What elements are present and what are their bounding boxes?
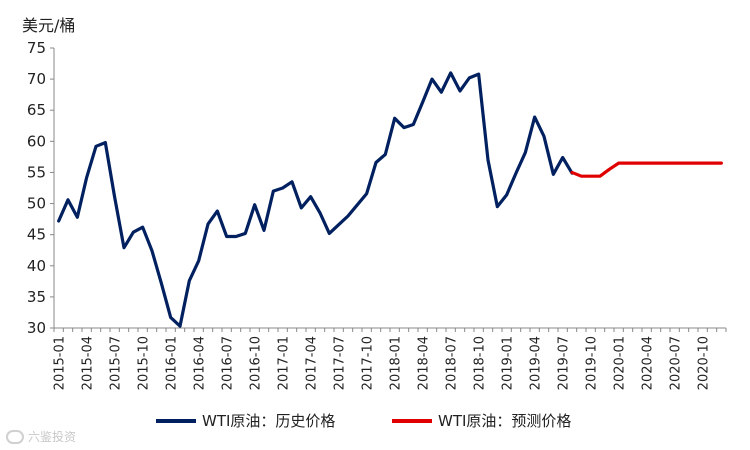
x-tick-label: 2017-10 <box>361 336 376 390</box>
x-tick-label: 2020-07 <box>669 336 684 390</box>
y-tick-label: 50 <box>27 195 46 213</box>
x-tick-label: 2015-04 <box>81 336 96 390</box>
x-tick-label: 2020-10 <box>697 336 712 390</box>
legend-label-forecast: WTI原油：预测价格 <box>438 412 572 430</box>
x-tick-label: 2015-07 <box>109 336 124 390</box>
x-axis-ticks: 2015-01 2015-04 2015-07 2015-10 2016-01 2016-… <box>53 328 727 390</box>
x-tick-label: 2016-10 <box>249 336 264 390</box>
chart-axes <box>53 48 726 329</box>
y-axis-ticks: 30 35 40 45 50 55 60 65 70 75 <box>27 39 54 337</box>
watermark-logo-icon <box>6 429 24 444</box>
y-tick-label: 55 <box>27 163 46 181</box>
series-line-forecast <box>570 161 723 178</box>
legend-swatch-history <box>156 418 196 423</box>
y-tick-label: 65 <box>27 101 46 119</box>
x-tick-label: 2020-04 <box>641 336 656 390</box>
x-tick-label: 2018-07 <box>445 336 460 390</box>
chart-legend: WTI原油：历史价格 WTI原油：预测价格 <box>0 410 750 434</box>
x-tick-label: 2016-07 <box>221 336 236 390</box>
y-tick-label: 75 <box>27 39 46 57</box>
y-tick-label: 70 <box>27 70 46 88</box>
y-tick-label: 40 <box>27 257 46 275</box>
x-tick-label: 2016-04 <box>193 336 208 390</box>
x-tick-label: 2018-04 <box>417 336 432 390</box>
legend-swatch-forecast <box>392 418 432 423</box>
y-axis-unit-label: 美元/桶 <box>22 16 76 35</box>
x-tick-label: 2019-07 <box>557 336 572 390</box>
y-tick-label: 60 <box>27 132 46 150</box>
x-tick-label: 2018-10 <box>473 336 488 390</box>
x-tick-label: 2018-01 <box>389 336 404 390</box>
x-tick-label: 2020-01 <box>613 336 628 390</box>
x-tick-label: 2017-04 <box>305 336 320 390</box>
series-line-history <box>57 71 574 328</box>
legend-item-forecast: WTI原油：预测价格 <box>392 410 571 431</box>
x-tick-label: 2019-10 <box>585 336 600 390</box>
watermark-text: 六鉴投资 <box>28 430 77 444</box>
x-tick-label: 2019-01 <box>501 336 516 390</box>
x-tick-label: 2015-10 <box>137 336 152 390</box>
x-tick-label: 2019-04 <box>529 336 544 390</box>
legend-item-history: WTI原油：历史价格 <box>156 410 335 431</box>
x-tick-label: 2016-01 <box>165 336 180 390</box>
y-tick-label: 30 <box>27 319 46 337</box>
legend-label-history: WTI原油：历史价格 <box>202 412 336 430</box>
x-tick-label: 2017-01 <box>277 336 292 390</box>
x-tick-label: 2017-07 <box>333 336 348 390</box>
chart-series <box>57 71 723 328</box>
y-tick-label: 45 <box>27 226 46 244</box>
watermark: 六鉴投资 <box>6 428 76 445</box>
x-tick-label: 2015-01 <box>53 336 68 390</box>
y-tick-label: 35 <box>27 288 46 306</box>
